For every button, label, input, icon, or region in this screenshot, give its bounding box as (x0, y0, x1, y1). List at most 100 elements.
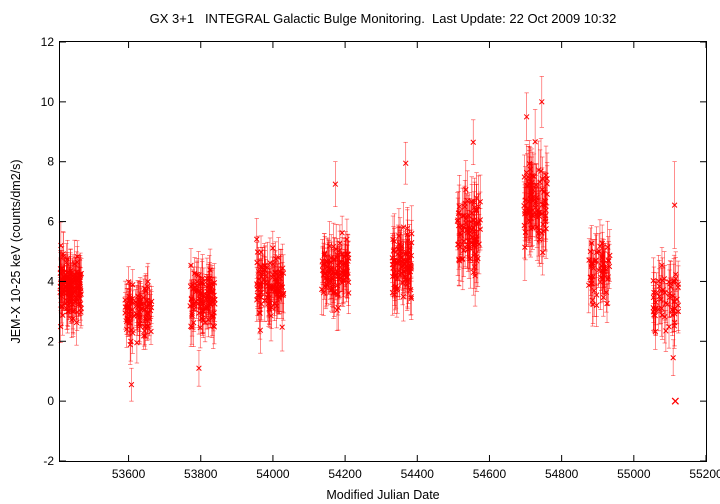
marker-x (187, 283, 194, 290)
x-tick-label: 54800 (545, 467, 579, 481)
data-point (658, 280, 665, 337)
data-point (389, 233, 396, 283)
marker-x (524, 210, 530, 217)
marker-x (597, 279, 604, 285)
data-point (68, 301, 75, 338)
data-point (404, 209, 411, 248)
marker-x (651, 307, 658, 313)
data-point (653, 272, 660, 313)
marker-x (523, 114, 530, 120)
data-point (666, 277, 673, 318)
data-point (662, 265, 668, 321)
marker-x (129, 307, 136, 313)
data-point (602, 243, 608, 295)
marker-x (345, 258, 351, 264)
marker-x (126, 303, 133, 309)
marker-x (211, 324, 218, 330)
marker-x (473, 236, 480, 243)
marker-x (522, 229, 529, 236)
marker-x (274, 283, 280, 290)
marker-x (394, 260, 401, 266)
marker-x (140, 333, 147, 339)
marker-x (526, 180, 532, 187)
marker-x (77, 288, 84, 295)
x-tick-label: 55000 (617, 467, 651, 481)
data-point (329, 269, 335, 307)
marker-x (257, 310, 263, 317)
x-tick-label: 55200 (689, 467, 720, 481)
marker-x (73, 288, 79, 295)
data-point (402, 141, 409, 185)
marker-x (470, 139, 476, 146)
data-point (331, 272, 338, 312)
marker-x (528, 215, 534, 222)
marker-x (663, 300, 669, 306)
data-point (400, 271, 407, 322)
marker-x (261, 276, 268, 283)
data-point (538, 138, 544, 205)
marker-x (280, 292, 287, 298)
marker-x (675, 302, 681, 309)
marker-x (671, 397, 679, 405)
data-point (66, 266, 73, 310)
marker-x (123, 326, 130, 333)
data-point (394, 263, 401, 314)
data-point (207, 284, 214, 324)
marker-x (672, 275, 679, 282)
marker-x (671, 311, 678, 317)
marker-x (73, 276, 80, 282)
data-point (146, 289, 153, 318)
marker-x (330, 276, 337, 282)
marker-x (68, 317, 75, 323)
data-point (588, 242, 594, 291)
data-layer (57, 76, 682, 405)
marker-x (668, 284, 674, 290)
x-tick-label: 54000 (256, 467, 290, 481)
marker-x (145, 278, 151, 285)
data-point (275, 274, 281, 314)
x-tick-label: 53800 (184, 467, 218, 481)
data-point (670, 263, 677, 301)
marker-x (331, 288, 338, 295)
marker-x (196, 365, 202, 371)
marker-x (135, 296, 142, 303)
data-point (196, 349, 202, 387)
marker-x (658, 288, 664, 294)
marker-x (207, 301, 214, 308)
marker-x (279, 324, 285, 330)
data-point (192, 272, 199, 312)
marker-x (320, 289, 327, 296)
data-point (128, 367, 135, 402)
x-axis-label: Modified Julian Date (326, 488, 439, 502)
marker-x (326, 265, 332, 272)
data-point (190, 298, 197, 348)
data-point (211, 263, 218, 303)
marker-x (335, 305, 342, 311)
marker-x (66, 285, 73, 292)
data-point (279, 302, 285, 352)
data-point (197, 277, 204, 311)
marker-x (604, 300, 610, 307)
marker-x (658, 305, 665, 312)
marker-x (128, 327, 135, 333)
data-point (456, 235, 462, 287)
marker-x (539, 99, 545, 105)
marker-x (258, 249, 264, 255)
data-point (398, 227, 404, 271)
marker-x (197, 291, 204, 297)
y-axis-label: JEM-X 10-25 keV (counts/dm2/s) (9, 159, 23, 343)
marker-x (670, 279, 677, 286)
data-point (143, 275, 149, 306)
marker-x (404, 225, 411, 232)
data-point (605, 241, 612, 282)
marker-x (670, 354, 676, 361)
marker-x (477, 199, 483, 205)
marker-x (268, 304, 275, 311)
marker-x (521, 202, 527, 209)
y-tick-label: 2 (47, 334, 54, 348)
marker-x (663, 328, 669, 334)
data-point (271, 285, 278, 322)
data-point (668, 261, 674, 313)
data-point (337, 260, 343, 298)
